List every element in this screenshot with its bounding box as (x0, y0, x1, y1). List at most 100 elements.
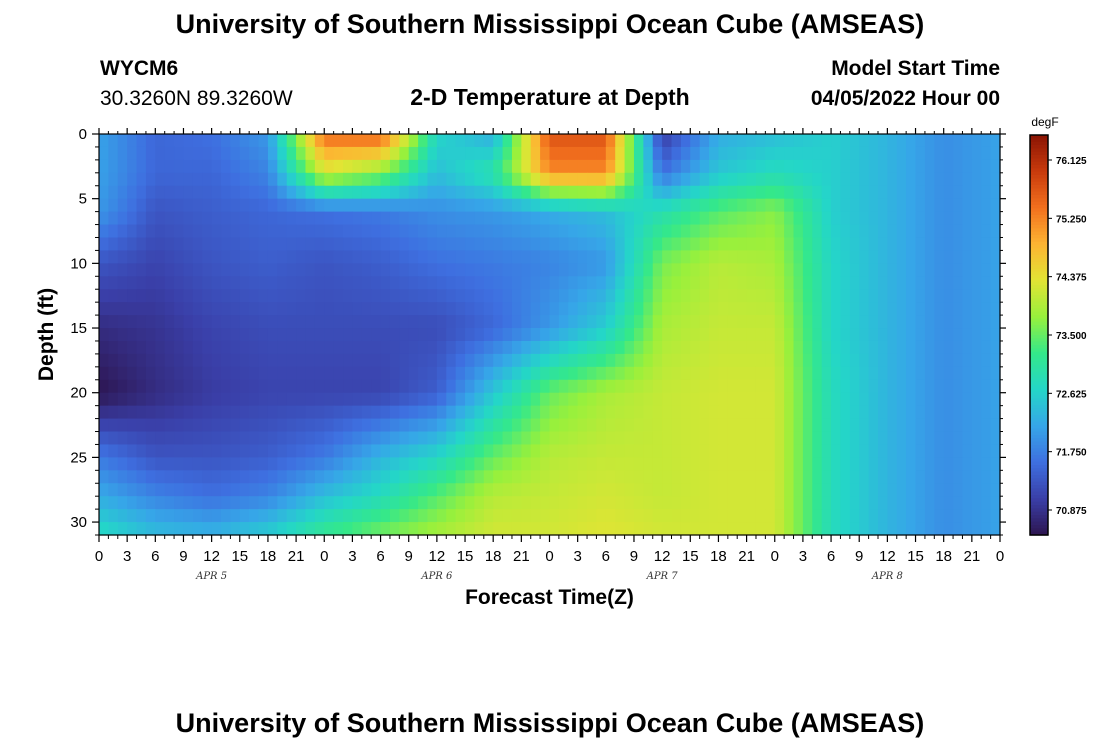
heatmap-cell (145, 250, 156, 264)
colorbar-segment (1030, 508, 1048, 513)
heatmap-cell (258, 366, 269, 381)
heatmap-cell (962, 353, 973, 368)
heatmap-cell (305, 431, 316, 446)
heatmap-cell (849, 522, 860, 536)
heatmap-cell (549, 328, 560, 342)
heatmap-cell (427, 263, 438, 277)
heatmap-cell (831, 134, 842, 148)
heatmap-cell (887, 328, 898, 342)
heatmap-cell (192, 289, 203, 303)
heatmap-cell (483, 353, 494, 368)
heatmap-cell (755, 470, 766, 484)
heatmap-cell (174, 483, 185, 497)
heatmap-cell (145, 134, 156, 148)
heatmap-cell (971, 302, 982, 316)
heatmap-cell (296, 250, 307, 264)
heatmap-cell (117, 276, 128, 290)
heatmap-cell (249, 470, 260, 484)
heatmap-cell (267, 444, 278, 458)
heatmap-cell (990, 470, 1001, 484)
heatmap-cell (314, 237, 325, 252)
heatmap-cell (877, 431, 888, 446)
heatmap-cell (145, 198, 156, 213)
heatmap-cell (802, 198, 813, 213)
heatmap-cell (540, 263, 551, 277)
heatmap-cell (521, 418, 532, 433)
heatmap-cell (530, 405, 541, 420)
heatmap-cell (943, 522, 954, 536)
heatmap-cell (183, 224, 194, 239)
heatmap-cell (389, 483, 400, 497)
heatmap-cell (840, 444, 851, 458)
heatmap-cell (230, 392, 241, 407)
heatmap-cell (943, 457, 954, 471)
heatmap-cell (117, 237, 128, 252)
heatmap-cell (568, 366, 579, 381)
heatmap-cell (568, 431, 579, 446)
heatmap-cell (230, 444, 241, 458)
heatmap-cell (615, 392, 626, 407)
heatmap-cell (915, 379, 926, 394)
heatmap-cell (380, 198, 391, 213)
heatmap-cell (981, 496, 992, 510)
heatmap-cell (558, 302, 569, 316)
colorbar-segment (1030, 491, 1048, 496)
heatmap-cell (690, 211, 701, 226)
heatmap-cell (117, 366, 128, 381)
heatmap-cell (699, 483, 710, 497)
heatmap-cell (343, 509, 354, 523)
heatmap-cell (389, 224, 400, 239)
heatmap-cell (502, 340, 513, 355)
heatmap-cell (990, 522, 1001, 536)
colorbar-segment (1030, 355, 1048, 359)
heatmap-cell (896, 457, 907, 471)
chart-title: 2-D Temperature at Depth (410, 84, 690, 110)
heatmap-cell (493, 405, 504, 420)
heatmap-cell (474, 263, 485, 277)
heatmap-cell (249, 496, 260, 510)
heatmap-cell (155, 302, 166, 316)
heatmap-cell (314, 172, 325, 187)
x-tick-label: 21 (738, 548, 755, 565)
heatmap-cell (164, 457, 175, 471)
heatmap-cell (877, 198, 888, 213)
heatmap-cell (859, 496, 870, 510)
heatmap-cell (671, 224, 682, 239)
heatmap-cell (436, 470, 447, 484)
heatmap-cell (877, 328, 888, 342)
heatmap-cell (605, 470, 616, 484)
heatmap-cell (399, 444, 410, 458)
heatmap-cell (511, 276, 522, 290)
heatmap-cell (530, 302, 541, 316)
heatmap-cell (971, 457, 982, 471)
heatmap-cell (192, 146, 203, 161)
heatmap-cell (934, 379, 945, 394)
heatmap-cell (896, 470, 907, 484)
heatmap-cell (624, 353, 635, 368)
heatmap-cell (802, 379, 813, 394)
heatmap-cell (746, 509, 757, 523)
heatmap-cell (99, 211, 109, 226)
date-label: APR 7 (646, 571, 679, 582)
x-tick-label: 0 (545, 548, 553, 565)
heatmap-cell (812, 237, 823, 252)
heatmap-cell (831, 457, 842, 471)
colorbar-segment (1030, 385, 1048, 389)
heatmap-cell (962, 392, 973, 407)
heatmap-cell (981, 224, 992, 239)
heatmap-cell (934, 276, 945, 290)
heatmap-cell (643, 289, 654, 303)
heatmap-cell (267, 250, 278, 264)
heatmap-cell (680, 250, 691, 264)
heatmap-cell (831, 522, 842, 536)
heatmap-cell (446, 340, 457, 355)
heatmap-cell (493, 289, 504, 303)
heatmap-cell (877, 405, 888, 420)
heatmap-cell (896, 392, 907, 407)
heatmap-cell (493, 159, 504, 174)
heatmap-cell (108, 315, 119, 329)
heatmap-cell (361, 263, 372, 277)
heatmap-cell (934, 224, 945, 239)
heatmap-cell (267, 457, 278, 471)
heatmap-cell (906, 146, 917, 161)
